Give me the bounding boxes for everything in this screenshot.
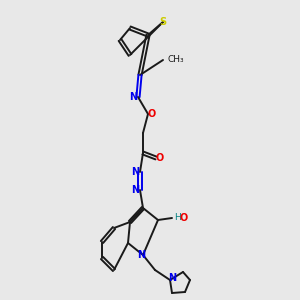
Text: N: N xyxy=(131,167,139,177)
Text: O: O xyxy=(156,153,164,163)
Text: N: N xyxy=(137,250,145,260)
Text: S: S xyxy=(159,17,167,27)
Text: O: O xyxy=(179,213,187,223)
Text: CH₃: CH₃ xyxy=(167,56,184,64)
Text: N: N xyxy=(131,185,139,195)
Text: H: H xyxy=(174,214,181,223)
Text: N: N xyxy=(168,273,176,283)
Text: N: N xyxy=(129,92,137,102)
Text: O: O xyxy=(148,109,156,119)
